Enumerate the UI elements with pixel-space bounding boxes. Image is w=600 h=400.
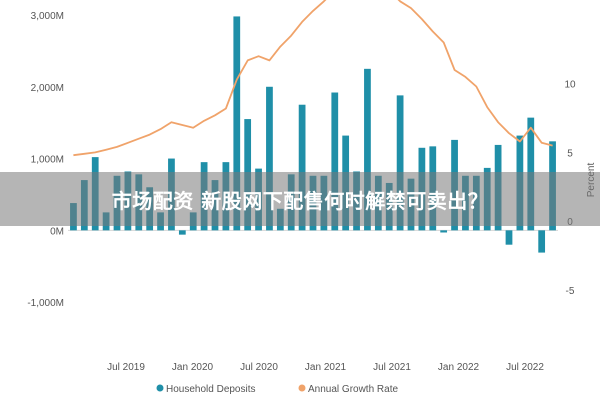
left-tick-label: 0M xyxy=(50,226,64,237)
x-tick-label: Jul 2019 xyxy=(107,362,145,373)
bar xyxy=(440,230,448,233)
bar xyxy=(298,104,306,231)
x-tick-label: Jan 2020 xyxy=(172,362,214,373)
x-tick-label: Jul 2021 xyxy=(373,362,411,373)
legend-marker xyxy=(298,384,306,392)
line-series xyxy=(73,0,553,157)
bar xyxy=(233,16,241,231)
x-tick-label: Jul 2020 xyxy=(240,362,278,373)
legend-label: Annual Growth Rate xyxy=(308,384,398,395)
bar xyxy=(331,92,339,231)
bar xyxy=(178,230,186,235)
x-axis: Jul 2019 Jan 2020 Jul 2020 Jan 2021 Jul 2021… xyxy=(107,362,544,373)
bar xyxy=(364,68,371,231)
overlay-text: 市场配资 新股网下配售何时解禁可卖出？ xyxy=(111,188,489,213)
bar xyxy=(505,230,513,245)
bar xyxy=(538,230,546,253)
legend: Household Deposits Annual Growth Rate xyxy=(156,384,398,395)
legend-label: Household Deposits xyxy=(166,384,256,395)
right-tick-label: 10 xyxy=(564,80,576,91)
bar xyxy=(266,86,273,231)
left-tick-label: 1,000M xyxy=(31,155,64,166)
legend-marker xyxy=(156,384,164,392)
bar xyxy=(396,95,404,231)
left-axis: 3,000M 2,000M 1,000M 0M -1,000M xyxy=(27,11,64,309)
right-tick-label: 5 xyxy=(567,148,573,159)
left-tick-label: 2,000M xyxy=(31,83,64,94)
x-tick-label: Jan 2022 xyxy=(438,362,480,373)
right-tick-label: -5 xyxy=(566,286,575,297)
x-tick-label: Jan 2021 xyxy=(305,362,347,373)
left-tick-label: 3,000M xyxy=(31,11,64,22)
overlay-banner: 市场配资 新股网下配售何时解禁可卖出？ xyxy=(0,172,600,226)
growth-rate-line xyxy=(73,0,553,157)
left-tick-label: -1,000M xyxy=(27,298,64,309)
x-tick-label: Jul 2022 xyxy=(506,362,544,373)
